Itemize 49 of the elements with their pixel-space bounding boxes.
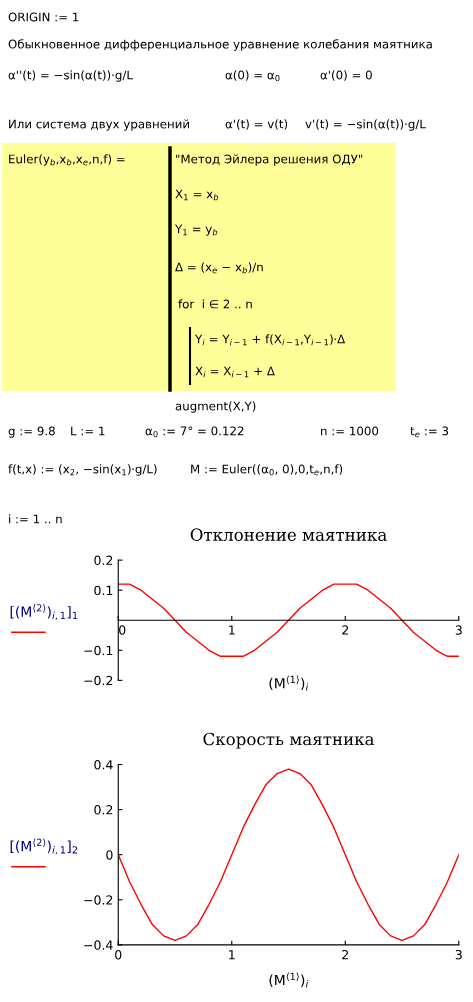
text: Δ = (x$_{e}$ − x$_{b}$)/n — [175, 262, 263, 274]
y-tick-label: 0 — [106, 850, 113, 860]
y-tick-label: −0.2 — [84, 895, 113, 905]
text: "Метод Эйлера решения ОДУ" — [176, 154, 363, 166]
text: α(0) = α$_{0}$ — [225, 70, 280, 82]
text: X$_{i}$ = X$_{i−1}$ + Δ — [195, 366, 275, 378]
text: L := 1 — [71, 426, 105, 436]
text: α''(t) = −sin(α(t))·g/L — [8, 70, 133, 82]
text: [(M$^{⟨2⟩}$)$_{i,1}$]$_{2}$ — [10, 838, 78, 855]
chart-title: Отклонение маятника — [190, 528, 387, 541]
text: ORIGIN := 1 — [8, 12, 79, 22]
text: g := 9.8 — [8, 426, 55, 438]
x-axis-title: (M$^{⟨1⟩}$)$_{i}$ — [269, 972, 309, 988]
x-tick-label: 1 — [229, 950, 235, 960]
line-series — [118, 768, 459, 942]
y-tick-label: −0.4 — [84, 940, 113, 950]
text: v'(t) = −sin(α(t))·g/L — [305, 119, 426, 131]
x-tick-label: 2 — [342, 949, 349, 960]
text: Y$_{i}$ = Y$_{i−1}$ + f(X$_{i−1}$,Y$_{i−1}$)·Δ — [194, 334, 346, 346]
y-tick-label: 0.1 — [94, 585, 113, 596]
text: Euler(y$_{b}$,x$_{b}$,x$_{e}$,n,f) = — [9, 154, 125, 166]
text: Обыкновенное дифференциальное уравнение колебания маятника — [8, 39, 432, 51]
text: X$_{1}$ = x$_{b}$ — [175, 189, 219, 201]
text: α'(t) = v(t) — [225, 119, 288, 130]
text: n := 1000 — [321, 426, 379, 436]
y-tick-label: 0.4 — [94, 760, 113, 770]
text: α$_{0}$ := 7° = 0.122 — [145, 426, 244, 438]
text: [(M$^{⟨2⟩}$)$_{i,1}$]$_{1}$ — [10, 603, 78, 621]
chart-title: Скорость маятника — [203, 732, 375, 749]
text: M := Euler((α$_{0}$, 0),0,t$_{e}$,n,f) — [191, 464, 343, 476]
text: augment(X,Y) — [175, 401, 256, 413]
x-tick-label: 0 — [115, 949, 122, 960]
x-axis-title: (M$^{⟨1⟩}$)$_{i}$ — [269, 675, 309, 691]
text: i := 1 .. n — [9, 514, 62, 524]
text: α'(0) = 0 — [320, 70, 372, 81]
y-tick-label: −0.1 — [84, 645, 113, 656]
text: Или система двух уравнений — [9, 119, 189, 131]
y-tick-label: −0.2 — [84, 675, 113, 686]
x-tick-label: 1 — [229, 625, 235, 635]
text: t$_{e}$ := 3 — [410, 426, 449, 438]
y-tick-label: 0.2 — [94, 555, 113, 566]
text: f(t,x) := (x$_{2}$, −sin(x$_{1}$)·g/L) — [8, 464, 157, 476]
x-tick-label: 3 — [455, 949, 462, 960]
x-tick-label: 3 — [455, 625, 462, 635]
x-tick-label: 0 — [119, 625, 126, 635]
text: Y$_{1}$ = y$_{b}$ — [174, 224, 218, 236]
x-tick-label: 2 — [342, 625, 349, 635]
y-tick-label: 0.2 — [94, 805, 113, 815]
text: for i ∈ 2 .. n — [178, 299, 252, 309]
